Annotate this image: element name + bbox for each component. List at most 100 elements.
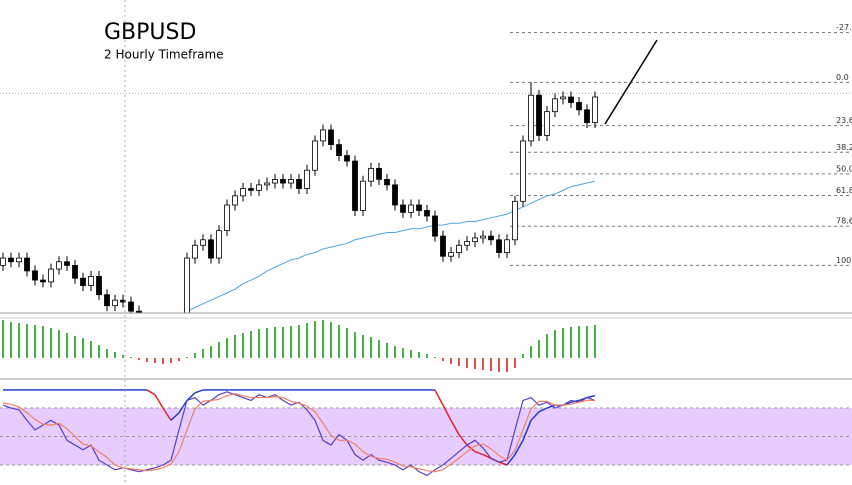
candle-body (536, 94, 542, 136)
chart-subtitle: 2 Hourly Timeframe (104, 48, 224, 62)
candle-body (528, 94, 534, 142)
candle-body (304, 169, 310, 189)
candle-body (88, 275, 94, 286)
candle-body (504, 239, 510, 253)
candle-body (552, 98, 558, 113)
candle-body (432, 215, 438, 237)
trend-segment (178, 399, 188, 414)
candle-body (48, 268, 54, 283)
candle-body (80, 277, 86, 286)
trend-segment (474, 450, 484, 456)
trend-segment (546, 404, 556, 409)
candle-body (272, 178, 278, 184)
candle-body (280, 178, 286, 184)
fib-label: 61.8 (836, 186, 852, 195)
trend-segment (186, 392, 196, 401)
candle-body (488, 235, 494, 241)
candle-body (112, 299, 118, 307)
candle-body (200, 239, 206, 246)
candle-body (328, 129, 334, 146)
candle-body (161, 346, 166, 347)
trend-segment (514, 439, 524, 455)
fib-label: 50.0 (836, 164, 852, 173)
trend-segment (482, 453, 492, 460)
candle-body (0, 257, 6, 266)
trend-segment (450, 419, 460, 435)
trend-line (604, 39, 658, 125)
candle-body (320, 129, 326, 142)
candle-body (368, 167, 374, 182)
trend-segment (458, 434, 468, 446)
candle-body (440, 235, 446, 257)
candle-body (192, 244, 198, 259)
candle-body (360, 180, 366, 211)
trend-segment (522, 420, 532, 441)
candle-body (456, 244, 462, 253)
candle-body (416, 204, 422, 211)
chart-title: GBPUSD (104, 20, 196, 45)
candle-body (64, 261, 70, 266)
trend-segment (170, 412, 180, 421)
candle-body (216, 230, 222, 259)
candle-body (384, 178, 390, 186)
oscillator-line (2, 393, 595, 473)
candle-body (256, 184, 262, 191)
candle-body (32, 270, 38, 281)
candle-body (24, 257, 30, 272)
candle-body (169, 335, 174, 346)
fib-label: 0.0 (836, 73, 849, 82)
trend-segment (434, 389, 444, 406)
candle-body (544, 111, 550, 136)
histogram-panel (2, 320, 596, 372)
candle-body (232, 195, 238, 206)
candle-body (344, 155, 350, 162)
trend-segment (498, 461, 508, 466)
candle-body (8, 257, 14, 263)
oscillator-line (2, 391, 596, 477)
fib-label: 38.2 (836, 143, 852, 152)
stochastic-panel (0, 389, 852, 477)
candle-body (352, 160, 358, 211)
candle-body (248, 188, 254, 191)
candle-body (400, 204, 406, 213)
candle-body (16, 257, 22, 263)
candle-body (408, 204, 414, 213)
candle-body (376, 167, 382, 180)
candle-body (312, 140, 318, 171)
trend-segment (530, 411, 540, 421)
candle-body (520, 140, 526, 202)
candle-body (560, 96, 566, 100)
candle-body (104, 294, 110, 307)
candle-body (512, 200, 518, 241)
candle-body (424, 210, 430, 217)
candle-body (153, 340, 158, 345)
candle-body (592, 96, 598, 124)
trend-segment (146, 389, 156, 396)
fib-label: 23.6 (836, 116, 852, 125)
candle-body (264, 182, 270, 186)
candle-body (496, 239, 502, 253)
candle-body (56, 261, 62, 270)
candle-body (464, 241, 470, 246)
fib-label: 100.0 (836, 256, 852, 265)
candle-body (240, 188, 246, 197)
candle-body (296, 178, 302, 189)
candle-body (392, 184, 398, 206)
trend-segment (194, 389, 204, 394)
trend-segment (162, 407, 172, 421)
candle-body (208, 239, 214, 259)
candle-body (472, 237, 478, 243)
trend-segment (442, 404, 452, 421)
candle-body (480, 235, 486, 239)
candle-body (336, 144, 342, 156)
candle-body (224, 204, 230, 232)
candle-body (576, 102, 582, 111)
trend-segment (538, 407, 548, 413)
candle-body (96, 275, 102, 296)
candle-body (128, 301, 134, 312)
trend-segment (586, 394, 596, 399)
trend-segment (154, 394, 164, 409)
candle-body (288, 178, 294, 184)
